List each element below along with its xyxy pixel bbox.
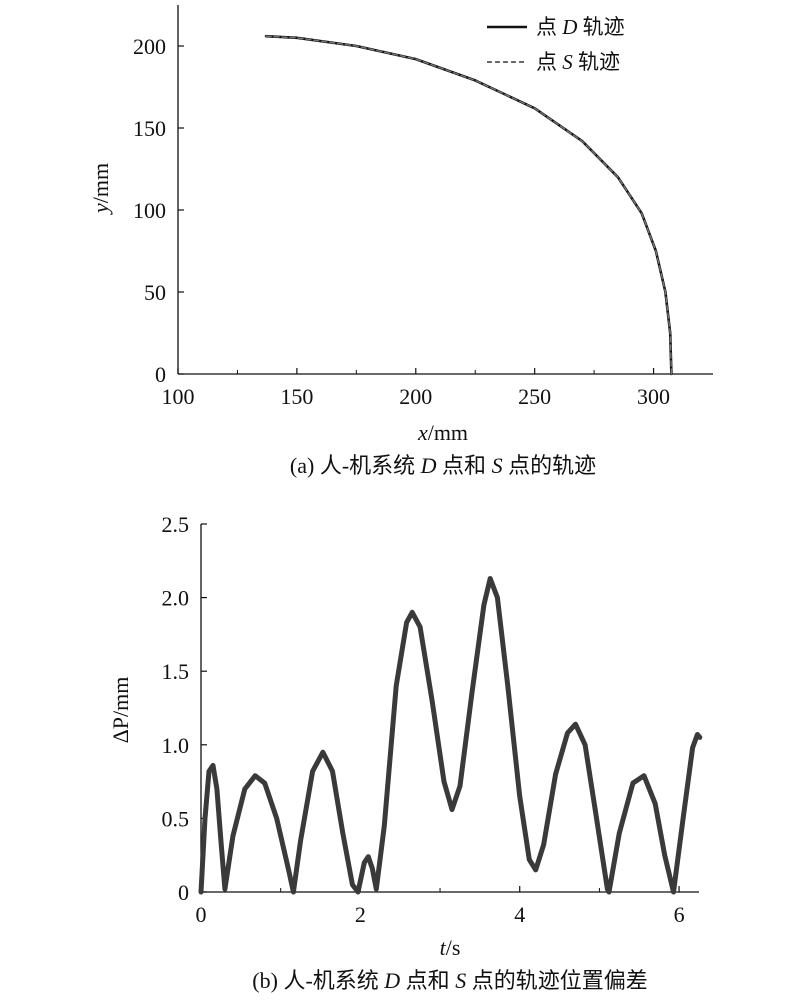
x-tick-label: 100 bbox=[162, 384, 195, 409]
x-tick-label: 300 bbox=[637, 384, 670, 409]
trajectory-chart: 100 150 200 250 300 0 50 100 150 200 点 D 轨迹 点 S 轨… bbox=[88, 5, 713, 478]
x-tick-label: 0 bbox=[196, 902, 207, 927]
x-axis-label: x/mm bbox=[417, 420, 468, 445]
deviation-ticks: 0 2 4 6 0 0.5 1.0 1.5 2.0 2.5 bbox=[162, 512, 685, 927]
deviation-chart: 0 2 4 6 0 0.5 1.0 1.5 2.0 2.5 ΔP/mm t/s (b) 人-机系统… bbox=[108, 512, 703, 993]
y-tick-label: 50 bbox=[144, 280, 166, 305]
y-tick-label: 2.5 bbox=[162, 512, 190, 537]
caption-b: (b) 人-机系统 D 点和 S 点的轨迹位置偏差 bbox=[252, 968, 647, 993]
x-tick-label: 4 bbox=[514, 902, 525, 927]
deviation-y-axis-label: ΔP/mm bbox=[108, 677, 133, 744]
trajectory-ticks: 100 150 200 250 300 0 50 100 150 200 bbox=[133, 34, 670, 409]
deviation-series bbox=[198, 576, 703, 895]
legend-entry-d: 点 D 轨迹 bbox=[536, 15, 625, 39]
y-tick-label: 1.0 bbox=[162, 733, 190, 758]
trajectory-axes bbox=[177, 5, 713, 375]
y-tick-label: 0.5 bbox=[162, 806, 190, 831]
x-tick-label: 6 bbox=[674, 902, 685, 927]
deviation-axes bbox=[200, 524, 699, 893]
x-tick-label: 150 bbox=[280, 384, 313, 409]
y-tick-label: 100 bbox=[133, 198, 166, 223]
y-axis-label: y/mm bbox=[88, 163, 113, 215]
caption-a: (a) 人-机系统 D 点和 S 点的轨迹 bbox=[290, 453, 596, 478]
series-s-line bbox=[265, 35, 673, 375]
series-d-line bbox=[264, 34, 673, 376]
y-tick-label: 200 bbox=[133, 34, 166, 59]
trajectory-series bbox=[264, 34, 673, 376]
x-tick-label: 2 bbox=[355, 902, 366, 927]
deviation-line bbox=[198, 576, 703, 895]
y-tick-label: 1.5 bbox=[162, 659, 190, 684]
y-tick-label: 150 bbox=[133, 116, 166, 141]
y-tick-label: 0 bbox=[178, 880, 189, 905]
trajectory-legend: 点 D 轨迹 点 S 轨迹 bbox=[487, 15, 625, 74]
legend-entry-s: 点 S 轨迹 bbox=[536, 50, 620, 74]
deviation-x-axis-label: t/s bbox=[440, 935, 461, 960]
x-tick-label: 200 bbox=[399, 384, 432, 409]
y-tick-label: 0 bbox=[155, 362, 166, 387]
x-tick-label: 250 bbox=[518, 384, 551, 409]
y-tick-label: 2.0 bbox=[162, 586, 190, 611]
